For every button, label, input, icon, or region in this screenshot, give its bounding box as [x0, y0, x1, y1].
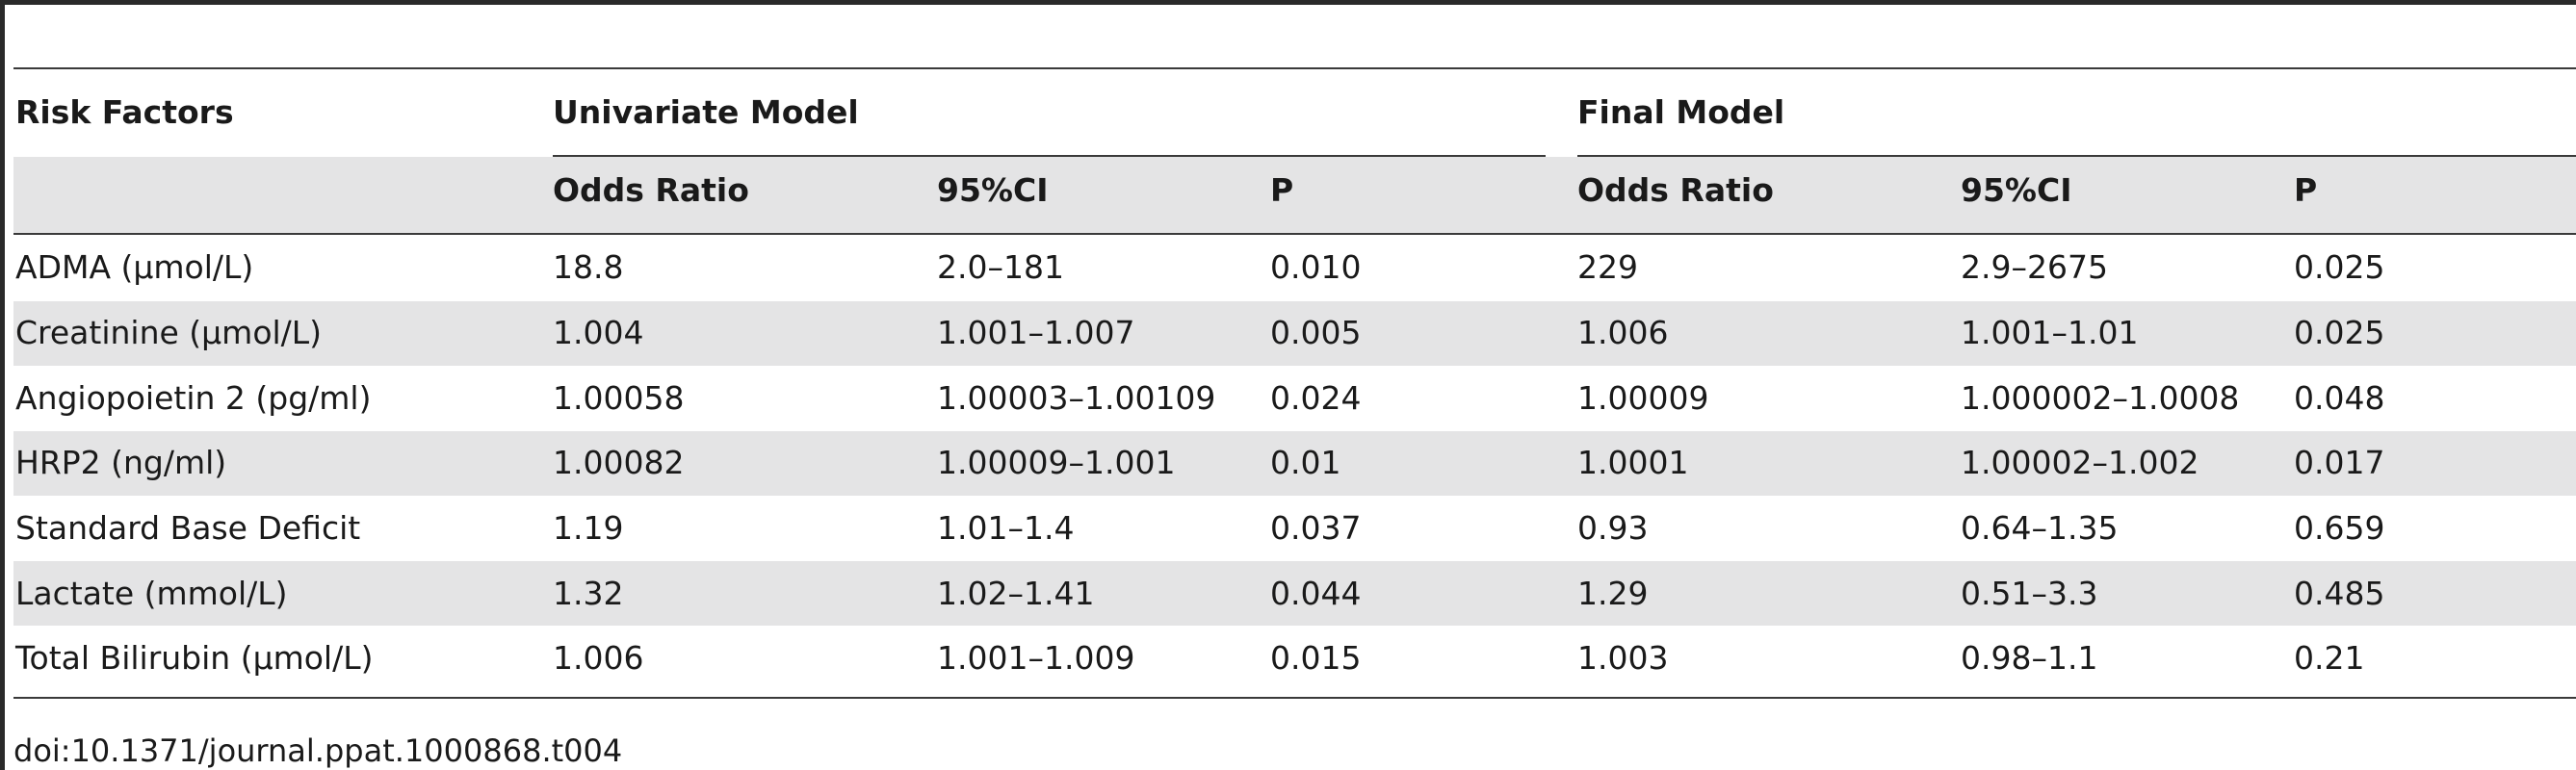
cell-fin-or: 0.93	[1577, 509, 1649, 547]
cell-uni-ci: 1.02–1.41	[937, 575, 1095, 612]
table-top-rule	[13, 67, 2576, 69]
subheader-fin-ci: 95%CI	[1961, 171, 2072, 209]
cell-factor: Lactate (mmol/L)	[15, 575, 288, 612]
cell-fin-or: 1.29	[1577, 575, 1649, 612]
cell-factor: ADMA (μmol/L)	[15, 248, 254, 286]
row-band-4	[13, 431, 2576, 496]
cell-fin-ci: 0.51–3.3	[1961, 575, 2098, 612]
cell-factor: HRP2 (ng/ml)	[15, 444, 227, 481]
subheader-fin-odds-ratio: Odds Ratio	[1577, 171, 1774, 209]
cell-fin-ci: 0.64–1.35	[1961, 509, 2119, 547]
cell-uni-p: 0.044	[1270, 575, 1362, 612]
cell-uni-p: 0.015	[1270, 639, 1362, 677]
cell-factor: Creatinine (μmol/L)	[15, 314, 323, 351]
left-border	[0, 0, 5, 770]
cell-fin-ci: 0.98–1.1	[1961, 639, 2098, 677]
final-underline	[1577, 155, 2576, 157]
cell-fin-p: 0.025	[2294, 248, 2385, 286]
cell-uni-ci: 1.00009–1.001	[937, 444, 1176, 481]
row-band-6	[13, 561, 2576, 626]
cell-factor: Total Bilirubin (μmol/L)	[15, 639, 374, 677]
row-band-2	[13, 301, 2576, 366]
subheader-band	[13, 157, 2576, 233]
cell-fin-p: 0.485	[2294, 575, 2385, 612]
cell-uni-ci: 1.00003–1.00109	[937, 379, 1216, 417]
table-bottom-rule	[13, 697, 2576, 699]
cell-fin-or: 1.00009	[1577, 379, 1709, 417]
cell-fin-or: 1.0001	[1577, 444, 1689, 481]
cell-uni-ci: 1.001–1.007	[937, 314, 1135, 351]
subheader-uni-odds-ratio: Odds Ratio	[553, 171, 749, 209]
header-bottom-rule	[13, 233, 2576, 235]
cell-fin-or: 229	[1577, 248, 1638, 286]
subheader-uni-ci: 95%CI	[937, 171, 1049, 209]
cell-fin-ci: 1.00002–1.002	[1961, 444, 2199, 481]
header-final-model: Final Model	[1577, 93, 1785, 131]
header-univariate-model: Univariate Model	[553, 93, 859, 131]
cell-uni-p: 0.024	[1270, 379, 1362, 417]
top-border	[0, 0, 2576, 5]
doi-caption: doi:10.1371/journal.ppat.1000868.t004	[13, 732, 623, 769]
cell-fin-or: 1.006	[1577, 314, 1669, 351]
cell-uni-or: 18.8	[553, 248, 624, 286]
cell-uni-ci: 1.01–1.4	[937, 509, 1075, 547]
cell-factor: Standard Base Deficit	[15, 509, 361, 547]
header-risk-factors: Risk Factors	[15, 93, 234, 131]
cell-factor: Angiopoietin 2 (pg/ml)	[15, 379, 372, 417]
cell-fin-p: 0.048	[2294, 379, 2385, 417]
cell-uni-p: 0.005	[1270, 314, 1362, 351]
cell-fin-p: 0.025	[2294, 314, 2385, 351]
subheader-uni-p: P	[1270, 171, 1294, 209]
cell-fin-ci: 1.000002–1.0008	[1961, 379, 2240, 417]
cell-uni-p: 0.01	[1270, 444, 1341, 481]
cell-fin-ci: 1.001–1.01	[1961, 314, 2139, 351]
cell-uni-or: 1.19	[553, 509, 624, 547]
univariate-underline	[553, 155, 1546, 157]
cell-uni-p: 0.010	[1270, 248, 1362, 286]
cell-uni-or: 1.32	[553, 575, 624, 612]
cell-uni-or: 1.00082	[553, 444, 685, 481]
cell-uni-or: 1.00058	[553, 379, 685, 417]
cell-fin-or: 1.003	[1577, 639, 1669, 677]
cell-fin-p: 0.21	[2294, 639, 2365, 677]
cell-uni-or: 1.006	[553, 639, 644, 677]
cell-fin-ci: 2.9–2675	[1961, 248, 2108, 286]
cell-uni-ci: 2.0–181	[937, 248, 1064, 286]
cell-uni-p: 0.037	[1270, 509, 1362, 547]
cell-uni-or: 1.004	[553, 314, 644, 351]
cell-uni-ci: 1.001–1.009	[937, 639, 1135, 677]
subheader-fin-p: P	[2294, 171, 2318, 209]
cell-fin-p: 0.659	[2294, 509, 2385, 547]
cell-fin-p: 0.017	[2294, 444, 2385, 481]
